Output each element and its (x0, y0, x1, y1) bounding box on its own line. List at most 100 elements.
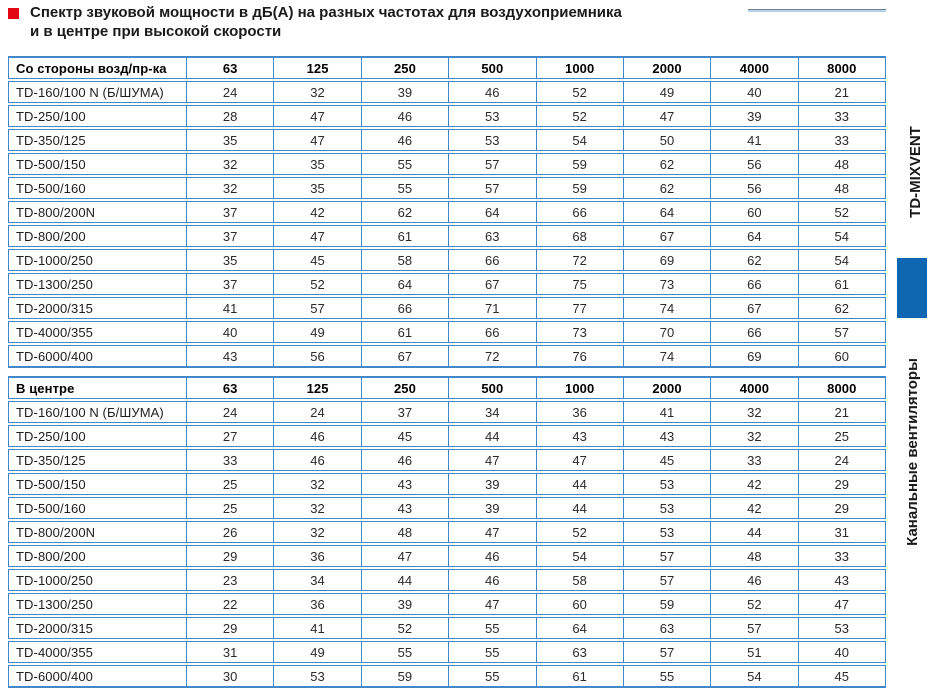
value-cell: 60 (535, 594, 623, 614)
model-name: TD-1000/250 (16, 252, 93, 268)
value-cell: 28 (186, 106, 273, 126)
value-cell: 21 (797, 82, 885, 102)
value-cell: 54 (535, 546, 623, 566)
value-cell: 46 (360, 450, 448, 470)
value-cell: 48 (797, 178, 885, 198)
value-cell: 32 (273, 498, 360, 518)
model-name: TD-1300/250 (16, 596, 93, 612)
value-cell: 47 (622, 106, 710, 126)
value-cell: 57 (710, 618, 797, 638)
value-cell: 24 (797, 450, 885, 470)
value-cell: 32 (273, 474, 360, 494)
value-cell: 66 (448, 250, 535, 270)
value-cell: 77 (535, 298, 623, 318)
table-row: TD-4000/355 40 49 61 66 73 70 66 57 (8, 321, 886, 343)
value-cell: 25 (797, 426, 885, 446)
value-cell: 32 (710, 426, 797, 446)
column-header-frequency: 500 (448, 378, 535, 398)
value-cell: 35 (186, 130, 273, 150)
column-header-frequency: 63 (186, 58, 273, 78)
value-cell: 25 (186, 498, 273, 518)
value-cell: 52 (797, 202, 885, 222)
value-cell: 62 (622, 154, 710, 174)
page-title: Спектр звуковой мощности в дБ(А) на разн… (30, 3, 622, 41)
column-header-label: Со стороны возд/пр-ка (16, 60, 167, 76)
value-cell: 70 (622, 322, 710, 342)
value-cell: 48 (360, 522, 448, 542)
value-cell: 35 (273, 154, 360, 174)
model-name: TD-350/125 (16, 452, 86, 468)
value-cell: 33 (186, 450, 273, 470)
column-header-frequency: 2000 (622, 58, 710, 78)
value-cell: 66 (360, 298, 448, 318)
value-cell: 29 (186, 618, 273, 638)
value-cell: 64 (622, 202, 710, 222)
value-cell: 48 (797, 154, 885, 174)
value-cell: 52 (273, 274, 360, 294)
tables-container: Со стороны возд/пр-ка 63 125 250 500 1000 2000… (8, 56, 886, 690)
value-cell: 36 (535, 402, 623, 422)
value-cell: 55 (448, 618, 535, 638)
value-cell: 46 (448, 546, 535, 566)
value-cell: 67 (622, 226, 710, 246)
table-row: TD-160/100 N (Б/ШУМА) 24 24 37 34 36 41 32 21 (8, 401, 886, 423)
value-cell: 47 (448, 522, 535, 542)
table-row: TD-1300/250 37 52 64 67 75 73 66 61 (8, 273, 886, 295)
table-row: TD-250/100 27 46 45 44 43 43 32 25 (8, 425, 886, 447)
value-cell: 57 (448, 178, 535, 198)
value-cell: 49 (273, 642, 360, 662)
value-cell: 53 (622, 522, 710, 542)
value-cell: 54 (797, 250, 885, 270)
value-cell: 47 (448, 450, 535, 470)
table-row: TD-350/125 35 47 46 53 54 50 41 33 (8, 129, 886, 151)
model-name: TD-160/100 N (Б/ШУМА) (16, 404, 164, 420)
value-cell: 35 (273, 178, 360, 198)
value-cell: 60 (710, 202, 797, 222)
value-cell: 61 (797, 274, 885, 294)
value-cell: 33 (710, 450, 797, 470)
model-name: TD-350/125 (16, 132, 86, 148)
value-cell: 57 (797, 322, 885, 342)
model-name: TD-4000/355 (16, 324, 93, 340)
value-cell: 37 (360, 402, 448, 422)
value-cell: 31 (186, 642, 273, 662)
table-row: TD-1300/250 22 36 39 47 60 59 52 47 (8, 593, 886, 615)
table-row: TD-500/150 25 32 43 39 44 53 42 29 (8, 473, 886, 495)
table-row: TD-160/100 N (Б/ШУМА) 24 32 39 46 52 49 40 21 (8, 81, 886, 103)
value-cell: 46 (273, 426, 360, 446)
value-cell: 46 (360, 106, 448, 126)
table-row: TD-800/200 37 47 61 63 68 67 64 54 (8, 225, 886, 247)
value-cell: 59 (360, 666, 448, 686)
value-cell: 42 (273, 202, 360, 222)
value-cell: 53 (448, 106, 535, 126)
model-name: TD-250/100 (16, 428, 86, 444)
value-cell: 24 (273, 402, 360, 422)
value-cell: 23 (186, 570, 273, 590)
value-cell: 29 (797, 498, 885, 518)
value-cell: 21 (797, 402, 885, 422)
value-cell: 44 (535, 474, 623, 494)
table-row: TD-1000/250 35 45 58 66 72 69 62 54 (8, 249, 886, 271)
column-header-frequency: 250 (360, 378, 448, 398)
value-cell: 61 (535, 666, 623, 686)
value-cell: 69 (710, 346, 797, 366)
table-row: TD-500/160 25 32 43 39 44 53 42 29 (8, 497, 886, 519)
value-cell: 33 (797, 106, 885, 126)
value-cell: 67 (448, 274, 535, 294)
value-cell: 51 (710, 642, 797, 662)
value-cell: 64 (535, 618, 623, 638)
value-cell: 32 (273, 522, 360, 542)
value-cell: 44 (448, 426, 535, 446)
value-cell: 47 (273, 226, 360, 246)
value-cell: 59 (622, 594, 710, 614)
value-cell: 39 (360, 82, 448, 102)
value-cell: 75 (535, 274, 623, 294)
value-cell: 74 (622, 298, 710, 318)
value-cell: 56 (710, 178, 797, 198)
model-name: TD-800/200N (16, 524, 96, 540)
value-cell: 61 (360, 226, 448, 246)
value-cell: 30 (186, 666, 273, 686)
value-cell: 73 (535, 322, 623, 342)
value-cell: 42 (710, 498, 797, 518)
value-cell: 35 (186, 250, 273, 270)
